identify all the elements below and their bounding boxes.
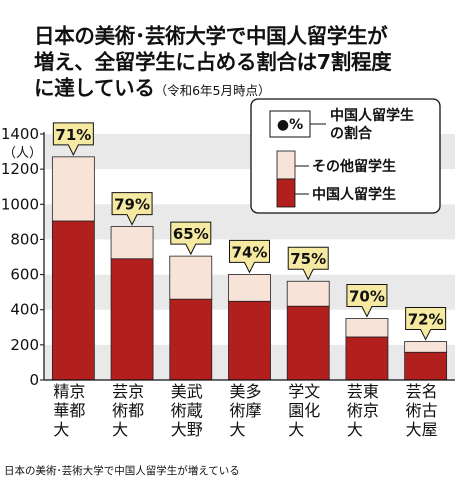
x-category-label-line: 華都	[53, 401, 85, 420]
legend-ratio-symbol: ●%	[277, 117, 303, 133]
ratio-callout-bubble	[405, 307, 447, 341]
legend-ratio-label-line1: 中国人留学生	[330, 107, 414, 124]
x-category-label-line: 大	[288, 420, 304, 439]
x-category-label-line: 大	[347, 420, 363, 439]
bar-other-students	[345, 318, 389, 338]
ratio-callout-bubble	[287, 246, 329, 281]
y-tick-label: 1200	[1, 160, 39, 178]
bar-chinese-students	[169, 298, 213, 381]
chart-title-line-1: 日本の美術･芸術大学で中国人留学生が	[34, 24, 388, 48]
ratio-callouts: 71% 79% 65% 74% 75% 70% 72%	[52, 122, 447, 341]
chart-frame: 日本の美術･芸術大学で中国人留学生が 増え、全留学生に占める割合は7割程度 に達…	[0, 24, 455, 439]
ratio-callout-bubble	[346, 284, 388, 318]
y-tick-label: 1400	[1, 125, 39, 143]
x-category-label-line: 術古	[406, 401, 438, 420]
x-category-label-line: 美武	[171, 382, 203, 401]
chart-date-note: （令和6年5月時点）	[154, 83, 271, 98]
chart-title-line-2: 増え、全留学生に占める割合は7割程度	[34, 50, 392, 74]
x-category-label-line: 芸名	[406, 382, 438, 401]
y-tick-label: 1000	[1, 195, 39, 213]
x-category-label-line: 大	[53, 420, 69, 439]
chart-title-line-3: に達している（令和6年5月時点）	[34, 71, 271, 101]
ratio-callout-label: 79%	[114, 196, 150, 214]
bar-chinese-students	[345, 336, 389, 381]
bar-other-students	[51, 156, 95, 222]
y-tick-label: 800	[10, 230, 39, 248]
bar-chinese-students	[228, 300, 271, 381]
bar-chinese-students	[110, 258, 154, 381]
legend: ●% 中国人留学生 の割合 その他留学生 中国人留学生	[250, 98, 441, 214]
x-category-label-line: 術摩	[230, 401, 262, 420]
ratio-callout-label: 75%	[290, 250, 326, 268]
x-category-label-line: 美多	[230, 382, 262, 401]
bar-other-students	[404, 341, 448, 353]
bar-other-students	[110, 226, 154, 260]
legend-ratio-swatch	[269, 110, 311, 138]
x-category-label-line: 大野	[171, 420, 203, 439]
x-category-label-line: 芸東	[347, 382, 379, 401]
ratio-callout-label: 72%	[408, 311, 444, 329]
y-axis-label: （人）	[3, 146, 42, 161]
x-category-label-line: 術蔵	[171, 401, 203, 420]
bar-other-students	[228, 273, 271, 302]
x-category-label-line: 大	[112, 420, 128, 439]
legend-other-swatch	[276, 150, 296, 180]
ratio-callout-label: 74%	[232, 243, 268, 261]
legend-other-label: その他留学生	[312, 158, 396, 175]
bar-groups	[51, 156, 448, 381]
legend-chinese-swatch	[276, 178, 296, 208]
bar-chinese-students	[286, 305, 330, 381]
x-category-label-line: 学文	[288, 382, 320, 401]
bar-other-students	[169, 255, 213, 300]
ratio-callout-bubble	[52, 122, 94, 156]
ratio-callout-label: 65%	[173, 225, 209, 243]
ratio-callout-label: 71%	[55, 126, 91, 144]
ratio-callout-bubble	[111, 192, 153, 226]
bar-chinese-students	[51, 220, 95, 381]
y-tick-label: 200	[10, 336, 39, 354]
stacked-bar-chart: 0 200 400 600 800 1000 1200 1400 （人） 71% 79% 65% 74…	[1, 98, 455, 439]
ratio-callout-bubble	[170, 221, 212, 256]
x-category-label-line: 精京	[53, 382, 85, 401]
ratio-callout-label: 70%	[349, 288, 385, 306]
x-category-label-line: 術都	[112, 401, 144, 420]
image-caption: 日本の美術･芸術大学で中国人留学生が増えている	[4, 465, 240, 477]
bar-chinese-students	[404, 351, 448, 381]
x-category-label-line: 術京	[347, 401, 379, 420]
ratio-callout-bubble	[229, 239, 270, 274]
bar-other-students	[286, 280, 330, 307]
x-category-label-line: 大	[230, 420, 246, 439]
y-axis: 0 200 400 600 800 1000 1200 1400 （人）	[1, 125, 455, 389]
y-tick-label: 0	[29, 371, 39, 389]
x-category-label-line: 園化	[288, 401, 320, 420]
legend-ratio-label-line2: の割合	[330, 125, 373, 142]
y-tick-label: 400	[10, 301, 39, 319]
y-tick-label: 600	[10, 266, 39, 284]
x-category-label-line: 大屋	[406, 420, 438, 439]
x-category-label-line: 芸京	[112, 382, 144, 401]
legend-chinese-label: 中国人留学生	[312, 186, 396, 203]
chart-title-text: に達している	[34, 76, 155, 100]
